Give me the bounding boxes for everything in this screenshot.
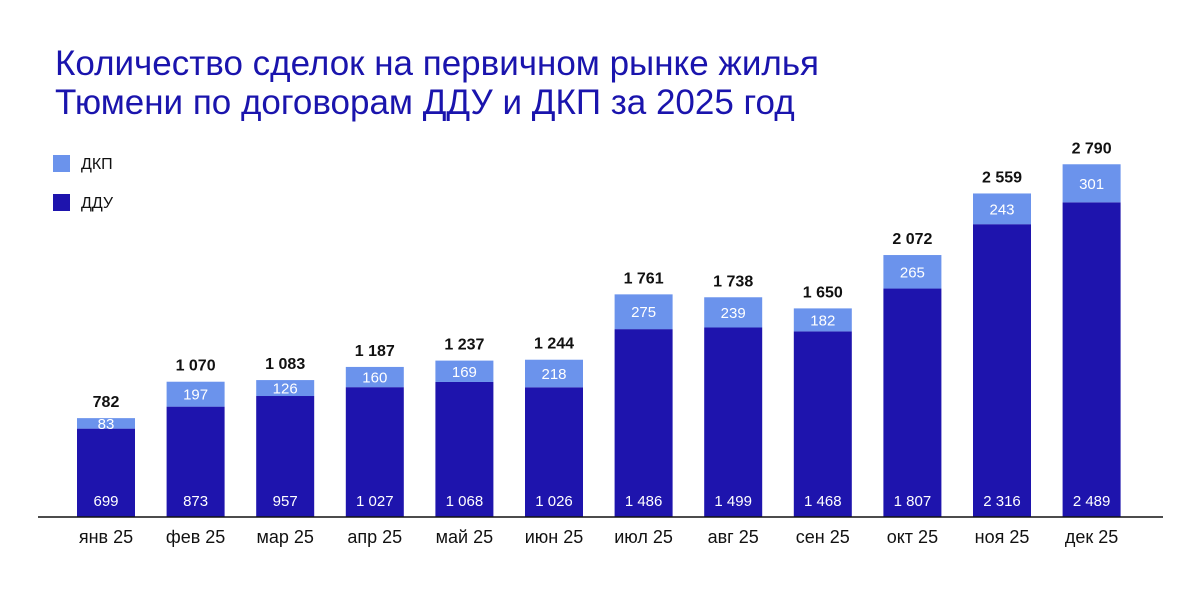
- x-axis-ticks: янв 25 фев 25 мар 25 апр 25 май 25 июн 25 июл …: [79, 527, 1118, 547]
- label-total-11: 2 559: [982, 169, 1022, 186]
- label-total-3: 1 083: [265, 356, 305, 373]
- legend-label-dkp: ДКП: [81, 156, 113, 173]
- x-tick-label-7: июл 25: [614, 527, 673, 547]
- bars-group: 699 83 782 873 197 1 070 957 126 1 083 1 027 160 1 …: [77, 140, 1121, 518]
- bar-ddu-7: [614, 329, 673, 517]
- x-tick-label-5: май 25: [436, 527, 493, 547]
- bar-dkp-7: [614, 294, 673, 330]
- x-tick-label-4: апр 25: [347, 527, 402, 547]
- label-dkp-1: 83: [98, 416, 115, 433]
- bar-ddu-4: [345, 387, 404, 517]
- label-ddu-11: 2 316: [983, 493, 1021, 510]
- label-total-2: 1 070: [176, 358, 216, 375]
- x-tick-label-8: авг 25: [708, 527, 759, 547]
- bar-ddu-5: [435, 381, 494, 517]
- bar-dkp-5: [435, 360, 494, 382]
- bar-ddu-9: [793, 331, 852, 517]
- label-dkp-3: 126: [273, 381, 298, 398]
- bar-ddu-10: [883, 288, 942, 517]
- label-total-9: 1 650: [803, 284, 843, 301]
- label-dkp-11: 243: [989, 201, 1014, 218]
- label-ddu-1: 699: [93, 493, 118, 510]
- x-tick-label-10: окт 25: [887, 527, 938, 547]
- label-dkp-2: 197: [183, 387, 208, 404]
- label-total-12: 2 790: [1072, 140, 1112, 157]
- chart-title-line-2: Тюмени по договорам ДДУ и ДКП за 2025 го…: [55, 83, 795, 122]
- label-total-10: 2 072: [892, 231, 932, 248]
- label-ddu-6: 1 026: [535, 493, 573, 510]
- bar-dkp-10: [883, 255, 942, 289]
- bar-dkp-11: [973, 193, 1031, 225]
- bar-dkp-1: [77, 418, 135, 429]
- label-dkp-6: 218: [541, 366, 566, 383]
- bar-dkp-9: [793, 308, 852, 332]
- label-total-6: 1 244: [534, 336, 574, 353]
- bar-dkp-6: [525, 359, 583, 388]
- bar-ddu-12: [1062, 202, 1121, 518]
- label-total-4: 1 187: [355, 343, 395, 360]
- bar-dkp-2: [166, 381, 225, 407]
- label-ddu-4: 1 027: [356, 493, 394, 510]
- x-tick-label-12: дек 25: [1065, 527, 1118, 547]
- x-tick-label-6: июн 25: [525, 527, 584, 547]
- label-dkp-8: 239: [721, 305, 746, 322]
- label-dkp-10: 265: [900, 264, 925, 281]
- bar-ddu-8: [704, 327, 763, 517]
- bar-ddu-1: [77, 428, 135, 517]
- label-ddu-2: 873: [183, 493, 208, 510]
- bar-ddu-3: [256, 396, 315, 517]
- bar-dkp-8: [704, 297, 763, 328]
- label-dkp-12: 301: [1079, 176, 1104, 193]
- label-ddu-7: 1 486: [625, 493, 663, 510]
- x-tick-label-2: фев 25: [166, 527, 225, 547]
- label-total-5: 1 237: [444, 337, 484, 354]
- legend-swatch-dkp: [53, 155, 70, 172]
- bar-dkp-12: [1062, 164, 1121, 203]
- label-ddu-8: 1 499: [714, 493, 752, 510]
- legend-label-ddu: ДДУ: [81, 195, 114, 212]
- label-total-1: 782: [93, 394, 120, 411]
- bar-dkp-3: [256, 380, 315, 397]
- label-ddu-3: 957: [273, 493, 298, 510]
- x-tick-label-1: янв 25: [79, 527, 133, 547]
- label-total-7: 1 761: [624, 270, 664, 287]
- label-ddu-10: 1 807: [894, 493, 932, 510]
- label-dkp-7: 275: [631, 304, 656, 321]
- label-dkp-5: 169: [452, 364, 477, 381]
- bar-ddu-2: [166, 406, 225, 517]
- legend-swatch-ddu: [53, 194, 70, 211]
- bar-ddu-6: [525, 387, 583, 517]
- chart-title-line-1: Количество сделок на первичном рынке жил…: [55, 44, 819, 83]
- x-tick-label-11: ноя 25: [975, 527, 1030, 547]
- label-total-8: 1 738: [713, 273, 753, 290]
- x-tick-label-9: сен 25: [796, 527, 850, 547]
- label-ddu-9: 1 468: [804, 493, 842, 510]
- bar-ddu-11: [973, 224, 1031, 518]
- label-dkp-4: 160: [362, 370, 387, 387]
- label-ddu-12: 2 489: [1073, 493, 1111, 510]
- bar-dkp-4: [345, 366, 404, 388]
- legend: ДКП ДДУ: [53, 155, 114, 212]
- x-tick-label-3: мар 25: [256, 527, 313, 547]
- label-ddu-5: 1 068: [446, 493, 484, 510]
- label-dkp-9: 182: [810, 312, 835, 329]
